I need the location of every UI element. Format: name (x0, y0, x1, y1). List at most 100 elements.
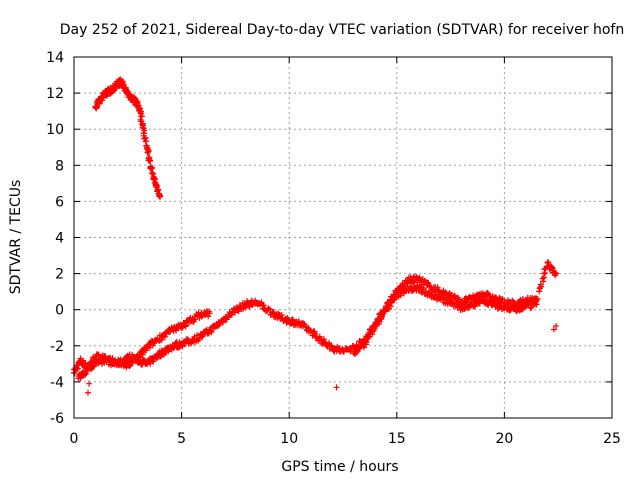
data-point (156, 193, 163, 200)
data-point (214, 322, 221, 329)
data-point (155, 186, 162, 193)
y-tick-label: 14 (46, 50, 64, 66)
data-point (420, 284, 427, 291)
data-point (223, 316, 230, 323)
data-point (119, 81, 126, 88)
data-point (519, 296, 526, 303)
data-point (363, 339, 370, 346)
series-group (84, 322, 560, 396)
data-point (320, 336, 327, 343)
y-tick-label: -2 (50, 339, 64, 355)
data-point (129, 359, 136, 366)
data-point (347, 348, 354, 355)
data-point (260, 302, 267, 309)
chart-title: Day 252 of 2021, Sidereal Day-to-day VTE… (60, 22, 624, 38)
outlier-marker (553, 322, 560, 329)
data-point (371, 327, 378, 334)
data-point (397, 292, 404, 299)
data-point (199, 333, 206, 340)
data-point (141, 130, 148, 137)
y-tick-label: 8 (55, 158, 64, 174)
x-tick-label: 10 (280, 431, 298, 447)
x-tick-label: 25 (603, 431, 621, 447)
data-points (70, 76, 560, 396)
data-point (267, 306, 274, 313)
data-point (231, 309, 238, 316)
data-point (71, 370, 78, 377)
data-point (300, 320, 307, 327)
data-point (149, 164, 156, 171)
x-axis-ticks: 0 5 10 15 20 25 (70, 57, 621, 447)
series-group (92, 76, 164, 200)
data-point (147, 157, 154, 164)
y-axis-ticks: -6 -4 -2 0 2 4 6 8 10 12 14 (46, 50, 612, 427)
outlier-marker (84, 389, 91, 396)
data-point (101, 359, 108, 366)
data-point (205, 313, 212, 320)
data-point (138, 113, 145, 120)
series-group (70, 259, 560, 377)
data-point (122, 84, 129, 91)
data-point (182, 322, 189, 329)
data-point (206, 308, 213, 315)
x-tick-label: 15 (388, 431, 406, 447)
data-point (536, 284, 543, 291)
outlier-marker (550, 326, 557, 333)
y-tick-label: 4 (55, 231, 64, 247)
data-point (538, 283, 545, 290)
data-point (369, 328, 376, 335)
data-point (208, 329, 215, 336)
data-point (179, 324, 186, 331)
data-point (379, 313, 386, 320)
data-point (499, 296, 506, 303)
y-tick-label: 2 (55, 267, 64, 283)
data-point (427, 283, 434, 290)
data-point (493, 299, 500, 306)
x-axis-label: GPS time / hours (281, 459, 398, 475)
data-point (219, 319, 226, 326)
data-point (545, 259, 552, 266)
data-point (434, 284, 441, 291)
series-group (75, 308, 213, 382)
data-point (311, 330, 318, 337)
data-point (150, 358, 157, 365)
data-point (83, 370, 90, 377)
data-point (416, 282, 423, 289)
data-point (403, 280, 410, 287)
x-tick-label: 20 (495, 431, 513, 447)
data-point (142, 347, 149, 354)
data-point (128, 360, 135, 367)
y-tick-label: -4 (50, 375, 64, 391)
y-tick-label: 6 (55, 194, 64, 210)
data-point (145, 148, 152, 155)
data-point (540, 278, 547, 285)
series-group (350, 282, 540, 357)
y-tick-label: -6 (50, 411, 64, 427)
data-point (484, 290, 491, 297)
data-point (361, 344, 368, 351)
data-point (391, 296, 398, 303)
y-tick-label: 0 (55, 303, 64, 319)
data-point (149, 169, 156, 176)
grid-lines (74, 57, 612, 418)
data-point (207, 328, 214, 335)
data-point (139, 124, 146, 131)
x-tick-label: 5 (177, 431, 186, 447)
outlier-marker (333, 384, 340, 391)
x-tick-label: 0 (70, 431, 79, 447)
outlier-marker (86, 380, 93, 387)
y-axis-label: SDTVAR / TECUs (8, 180, 24, 295)
data-point (552, 272, 559, 279)
data-point (328, 342, 335, 349)
data-point (413, 273, 420, 280)
data-point (179, 343, 186, 350)
data-point (278, 311, 285, 318)
data-point (532, 301, 539, 308)
data-point (82, 371, 89, 378)
y-tick-label: 12 (46, 86, 64, 102)
data-point (369, 331, 376, 338)
data-point (381, 308, 388, 315)
y-tick-label: 10 (46, 122, 64, 138)
data-point (161, 333, 168, 340)
